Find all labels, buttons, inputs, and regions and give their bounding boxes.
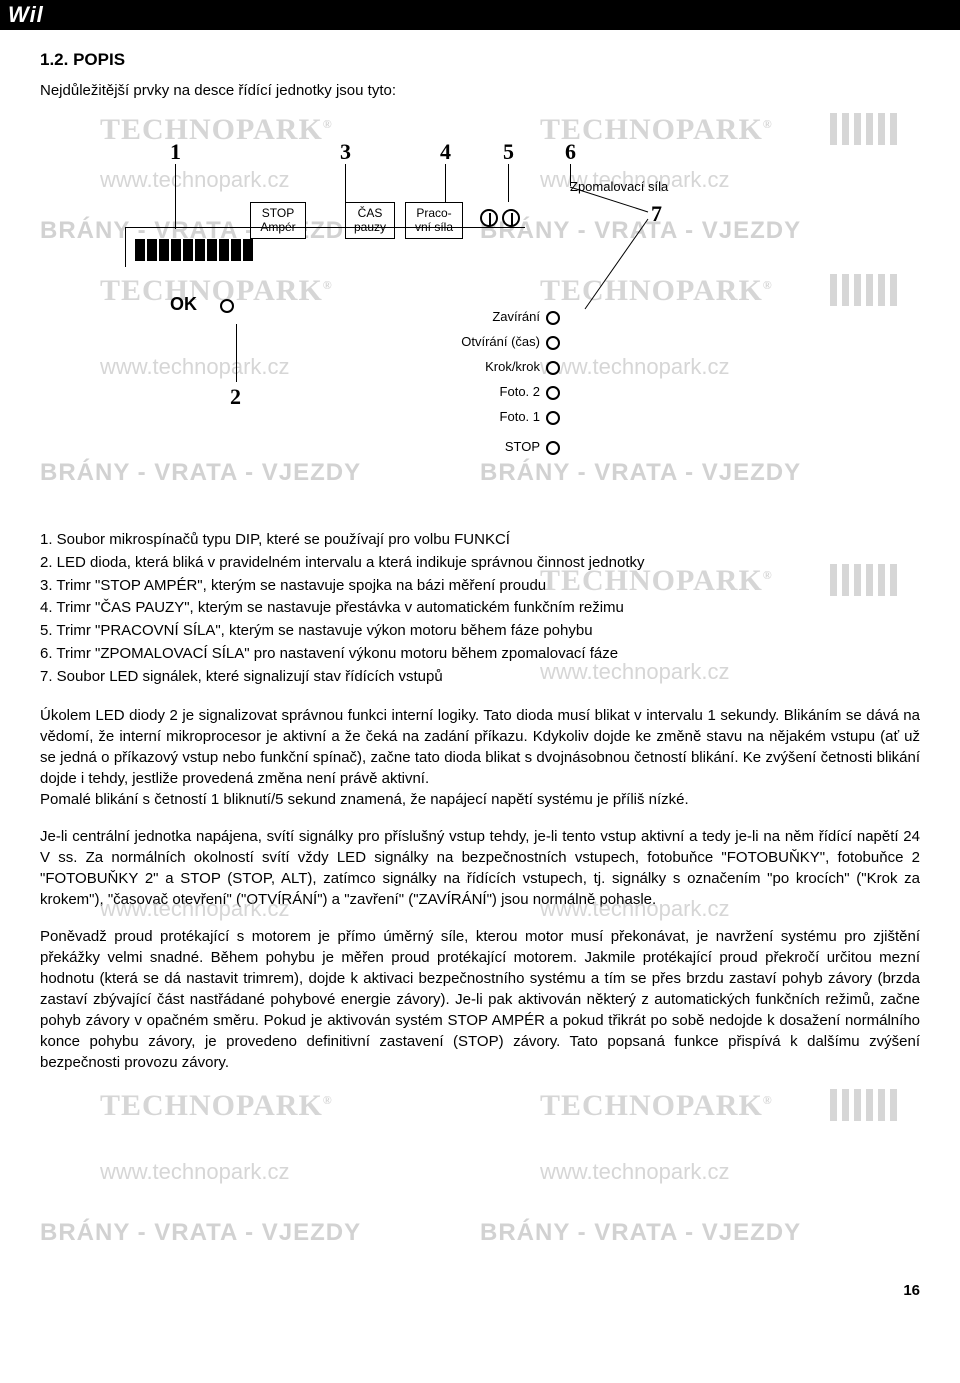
list-item: 3. Trimr "STOP AMPÉR", kterým se nastavu…: [40, 575, 920, 597]
paragraph-2: Je-li centrální jednotka napájena, svítí…: [40, 826, 920, 910]
numbered-list: 1. Soubor mikrospínačů typu DIP, které s…: [40, 529, 920, 687]
callout-4: 4: [440, 139, 451, 165]
callout-3: 3: [340, 139, 351, 165]
callout-line: [175, 164, 176, 229]
watermark-stripes: [830, 564, 897, 596]
paragraph-3: Poněvadž proud protékající s motorem je …: [40, 926, 920, 1073]
watermark-stripes: [830, 274, 897, 306]
watermark-brany: BRÁNY - VRATA - VJEZDY: [480, 1219, 801, 1247]
watermark-technopark: TECHNOPARK®: [100, 113, 333, 147]
page-content: 1.2. POPIS Nejdůležitější prvky na desce…: [0, 30, 960, 1309]
callout-6: 6: [565, 139, 576, 165]
watermark-stripes: [830, 113, 897, 145]
led-item: Zavírání: [420, 309, 560, 325]
callout-5: 5: [503, 139, 514, 165]
ok-led-icon: [220, 299, 234, 313]
led-item: Foto. 1: [420, 409, 560, 425]
list-item: 5. Trimr "PRACOVNÍ SÍLA", kterým se nast…: [40, 620, 920, 642]
watermark-technopark: TECHNOPARK®: [540, 1089, 773, 1123]
watermark-brany: BRÁNY - VRATA - VJEZDY: [480, 459, 801, 487]
list-item: 6. Trimr "ZPOMALOVACÍ SÍLA" pro nastaven…: [40, 643, 920, 665]
led-icon: [546, 386, 560, 400]
led-item: Otvírání (čas): [420, 334, 560, 350]
list-item: 4. Trimr "ČAS PAUZY", kterým se nastavuj…: [40, 597, 920, 619]
para2-block: www.technopark.cz www.technopark.cz Je-l…: [40, 826, 920, 910]
watermark-url: www.technopark.cz: [540, 1159, 730, 1185]
list-item: 2. LED dioda, která bliká v pravidelném …: [40, 552, 920, 574]
led-icon: [546, 336, 560, 350]
header-bar: Wil: [0, 0, 960, 30]
callout-line-diag: [560, 184, 660, 314]
led-icon: [546, 411, 560, 425]
trimmer-icon: [480, 209, 498, 227]
ok-label: OK: [170, 294, 197, 315]
watermark-url: www.technopark.cz: [100, 167, 290, 193]
callout-line: [445, 164, 446, 202]
section-title: 1.2. POPIS: [40, 50, 920, 70]
watermark-url: www.technopark.cz: [100, 1159, 290, 1185]
watermark-stripes: [830, 1089, 897, 1121]
para3-block: Poněvadž proud protékající s motorem je …: [40, 926, 920, 1073]
watermark-brany: BRÁNY - VRATA - VJEZDY: [40, 1219, 361, 1247]
led-icon: [546, 441, 560, 455]
led-icon: [546, 311, 560, 325]
led-item: Krok/krok: [420, 359, 560, 375]
list-item: 1. Soubor mikrospínačů typu DIP, které s…: [40, 529, 920, 551]
list-item: 7. Soubor LED signálek, které signalizuj…: [40, 666, 920, 688]
list-block: TECHNOPARK® www.technopark.cz 1. Soubor …: [40, 529, 920, 687]
callout-line: [345, 164, 346, 202]
watermark-technopark: TECHNOPARK®: [100, 274, 333, 308]
brand-text: Wil: [8, 2, 44, 27]
watermark-url: www.technopark.cz: [100, 354, 290, 380]
watermark-url: www.technopark.cz: [540, 354, 730, 380]
trimmer-icon: [502, 209, 520, 227]
led-icon: [546, 361, 560, 375]
led-item: Foto. 2: [420, 384, 560, 400]
page-number: 16: [903, 1282, 920, 1299]
led-item: STOP: [420, 439, 560, 455]
diagram-area: TECHNOPARK® TECHNOPARK® www.technopark.c…: [40, 119, 920, 509]
callout-line: [508, 164, 509, 202]
callout-2: 2: [230, 384, 241, 410]
dip-switches: [135, 239, 253, 261]
callout-line: [236, 324, 237, 382]
paragraph-1: Úkolem LED diody 2 je signalizovat správ…: [40, 705, 920, 810]
callout-1: 1: [170, 139, 181, 165]
footer-watermarks: TECHNOPARK® TECHNOPARK® www.technopark.c…: [40, 1089, 920, 1269]
watermark-brany: BRÁNY - VRATA - VJEZDY: [40, 459, 361, 487]
label-zpomal: Zpomalovací síla: [570, 179, 668, 194]
watermark-technopark: TECHNOPARK®: [100, 1089, 333, 1123]
section-intro: Nejdůležitější prvky na desce řídící jed…: [40, 82, 920, 99]
